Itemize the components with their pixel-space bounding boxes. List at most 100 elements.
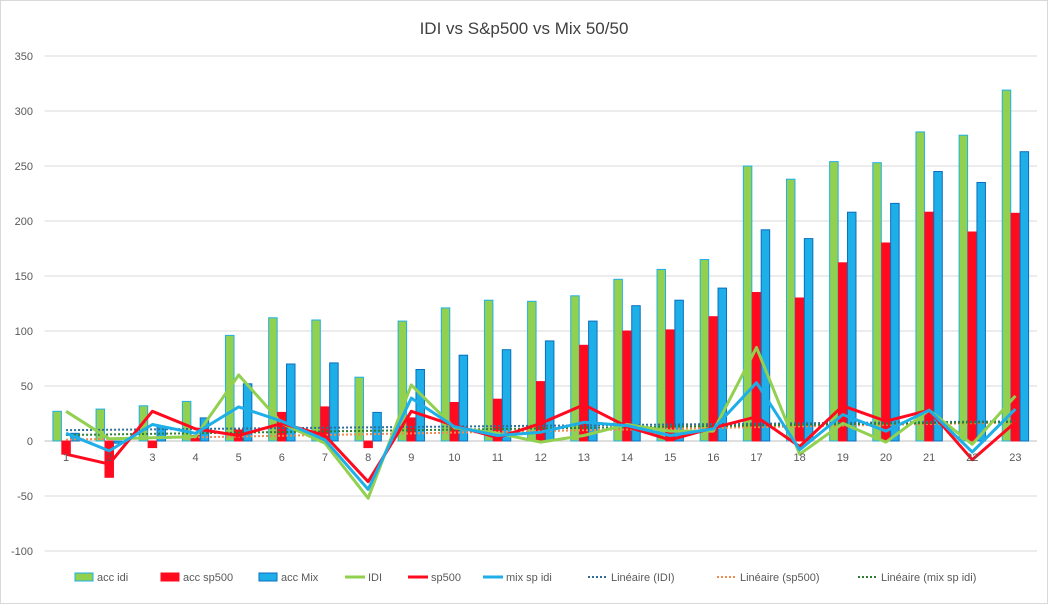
bar-acc-idi — [311, 319, 321, 442]
bar-acc-idi — [397, 320, 408, 442]
legend-label: mix sp idi — [506, 572, 552, 584]
line-IDI — [65, 346, 1017, 500]
x-tick-label: 13 — [578, 452, 590, 464]
y-tick-label: -100 — [11, 546, 33, 558]
y-tick-label: 50 — [21, 381, 33, 393]
x-tick-label: 5 — [236, 452, 242, 464]
bar-acc-sp500 — [881, 242, 891, 442]
bar-acc-idi — [656, 268, 667, 442]
bar-acc-Mix — [717, 287, 728, 442]
bar-acc-Mix — [329, 362, 339, 442]
y-tick-label: 200 — [15, 216, 33, 228]
bar-acc-Mix — [286, 363, 296, 442]
bar-acc-sp500 — [449, 402, 460, 442]
bar-acc-Mix — [760, 229, 771, 442]
bar-acc-idi — [1001, 89, 1012, 442]
bar-acc-Mix — [372, 411, 382, 442]
x-tick-label: 20 — [880, 452, 892, 464]
bar-acc-idi — [95, 408, 106, 442]
line-sp500 — [65, 403, 1017, 484]
x-tick-label: 8 — [365, 452, 371, 464]
bar-acc-idi — [785, 178, 796, 442]
legend-label: acc idi — [97, 572, 128, 584]
legend-label: acc Mix — [281, 572, 319, 584]
y-tick-label: -50 — [17, 491, 33, 503]
legend-label: Linéaire (mix sp idi) — [881, 572, 976, 584]
legend-swatch — [258, 572, 278, 582]
x-tick-label: 16 — [707, 452, 719, 464]
bar-acc-idi — [958, 134, 969, 442]
x-tick-label: 21 — [923, 452, 935, 464]
bar-acc-Mix — [501, 349, 512, 442]
x-tick-label: 12 — [535, 452, 547, 464]
bar-acc-idi — [613, 278, 623, 442]
y-tick-label: 0 — [27, 436, 33, 448]
x-tick-label: 2 — [106, 452, 112, 464]
legend-label: acc sp500 — [183, 572, 233, 584]
bar-acc-sp500 — [924, 211, 934, 442]
x-tick-label: 19 — [837, 452, 849, 464]
chart-title: IDI vs S&p500 vs Mix 50/50 — [420, 19, 629, 38]
y-tick-label: 250 — [15, 161, 33, 173]
x-tick-label: 9 — [408, 452, 414, 464]
x-tick-label: 10 — [448, 452, 460, 464]
bar-acc-Mix — [588, 320, 598, 442]
bar-acc-Mix — [846, 211, 857, 442]
y-tick-label: 100 — [15, 326, 33, 338]
x-tick-label: 14 — [621, 452, 633, 464]
x-tick-label: 22 — [966, 452, 978, 464]
legend-swatch — [74, 572, 94, 582]
bar-acc-idi — [483, 299, 494, 442]
y-tick-label: 350 — [15, 51, 33, 63]
bar-acc-idi — [915, 131, 925, 442]
x-tick-label: 7 — [322, 452, 328, 464]
bar-acc-idi — [354, 376, 364, 442]
legend: acc idi acc sp500 acc Mix IDI sp500 mix sp id… — [74, 572, 976, 584]
y-tick-label: 300 — [15, 106, 33, 118]
bar-acc-sp500 — [1010, 212, 1021, 442]
x-tick-label: 11 — [492, 452, 503, 464]
bar-acc-Mix — [890, 202, 900, 442]
bar-acc-Mix — [631, 305, 641, 442]
bar-acc-Mix — [458, 354, 469, 442]
bar-acc-Mix — [803, 238, 814, 442]
bar-acc-sp500 — [147, 440, 158, 449]
x-tick-label: 1 — [63, 452, 69, 464]
x-tick-label: 3 — [149, 452, 155, 464]
bar-acc-Mix — [976, 182, 986, 442]
bar-acc-idi — [872, 162, 882, 442]
y-tick-label: 150 — [15, 271, 33, 283]
x-tick-label: 18 — [794, 452, 806, 464]
bar-acc-idi — [181, 400, 192, 442]
legend-label: Linéaire (sp500) — [740, 572, 820, 584]
bar-acc-Mix — [674, 299, 684, 442]
x-tick-label: 23 — [1009, 452, 1021, 464]
lines — [65, 346, 1017, 500]
bar-acc-idi — [440, 307, 451, 442]
bar-acc-idi — [527, 300, 537, 442]
bar-acc-idi — [268, 317, 278, 442]
y-axis-ticks: -100 -50 0 50 100 150 200 250 300 350 — [11, 51, 33, 558]
x-tick-label: 15 — [664, 452, 676, 464]
x-tick-label: 6 — [279, 452, 285, 464]
bar-acc-sp500 — [363, 440, 373, 449]
bar-acc-idi — [52, 410, 62, 442]
legend-swatch — [160, 572, 180, 582]
line-mix-sp-idi — [65, 381, 1017, 491]
bar-acc-Mix — [1019, 151, 1030, 442]
bar-acc-idi — [699, 259, 710, 442]
bars — [52, 89, 1030, 478]
legend-label: IDI — [368, 572, 382, 584]
legend-label: Linéaire (IDI) — [611, 572, 675, 584]
gridlines — [44, 55, 1037, 552]
bar-acc-sp500 — [579, 344, 589, 442]
bar-acc-sp500 — [967, 231, 978, 442]
x-tick-label: 4 — [192, 452, 198, 464]
bar-acc-Mix — [933, 171, 943, 442]
x-tick-label: 17 — [750, 452, 762, 464]
bar-acc-sp500 — [794, 297, 805, 442]
bar-acc-idi — [742, 165, 753, 442]
legend-label: sp500 — [431, 572, 461, 584]
bar-acc-idi — [829, 161, 839, 442]
